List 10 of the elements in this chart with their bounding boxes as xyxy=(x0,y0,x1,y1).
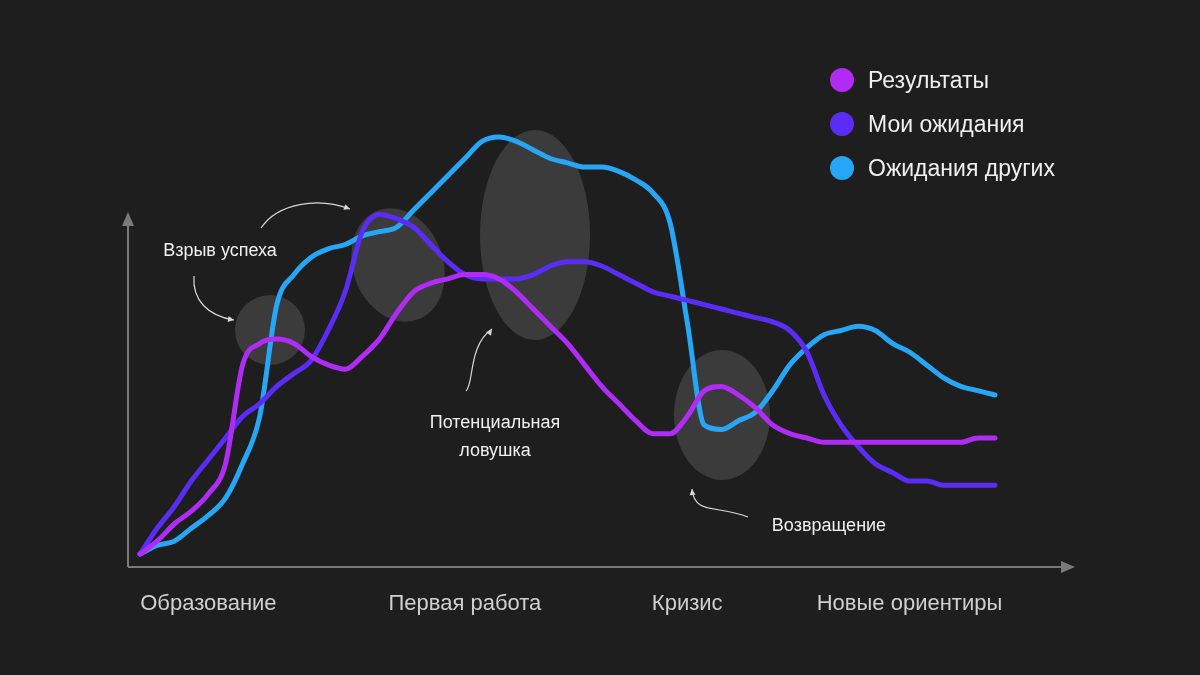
legend-label: Ожидания других xyxy=(868,154,1055,182)
annotation: Взрыв успеха xyxy=(162,239,278,262)
annotation: Возвращение xyxy=(770,514,888,537)
legend-label: Результаты xyxy=(868,66,990,94)
x-tick-label: Кризис xyxy=(651,590,723,616)
x-tick-label: Новые ориентиры xyxy=(816,590,1003,616)
x-tick-label: Образование xyxy=(140,590,277,616)
legend-label: Мои ожидания xyxy=(868,110,1025,138)
x-tick-label: Первая работа xyxy=(388,590,543,616)
annotation: Потенциальная ловушка xyxy=(428,411,562,462)
